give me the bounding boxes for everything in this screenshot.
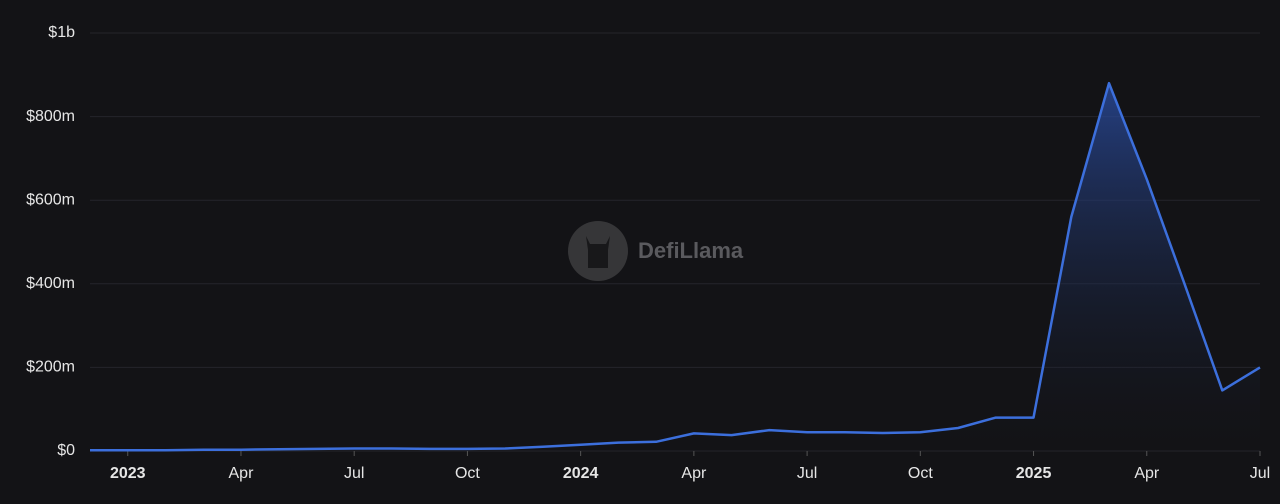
y-tick-label: $600m <box>26 191 75 208</box>
line <box>90 81 1261 452</box>
x-tick-label: Apr <box>229 465 255 482</box>
y-tick-label: $0 <box>57 442 75 459</box>
x-tick-label: Jul <box>344 465 364 482</box>
watermark-logo <box>568 221 628 281</box>
x-tick-label: Jul <box>1250 465 1270 482</box>
watermark: DefiLlama <box>638 238 744 263</box>
x-tick-label: Jul <box>797 465 817 482</box>
y-tick-label: $400m <box>26 275 75 292</box>
y-tick-label: $1b <box>48 24 75 41</box>
x-tick-label: Apr <box>681 465 707 482</box>
x-tick-label: 2025 <box>1016 465 1052 482</box>
x-tick-label: Oct <box>908 465 933 482</box>
x-tick-label: Oct <box>455 465 480 482</box>
x-tick-label: 2024 <box>563 465 599 482</box>
area-fill <box>90 83 1260 451</box>
y-tick-label: $200m <box>26 359 75 376</box>
y-tick-label: $800m <box>26 108 75 125</box>
x-tick-label: 2023 <box>110 465 146 482</box>
x-tick-label: Apr <box>1134 465 1160 482</box>
